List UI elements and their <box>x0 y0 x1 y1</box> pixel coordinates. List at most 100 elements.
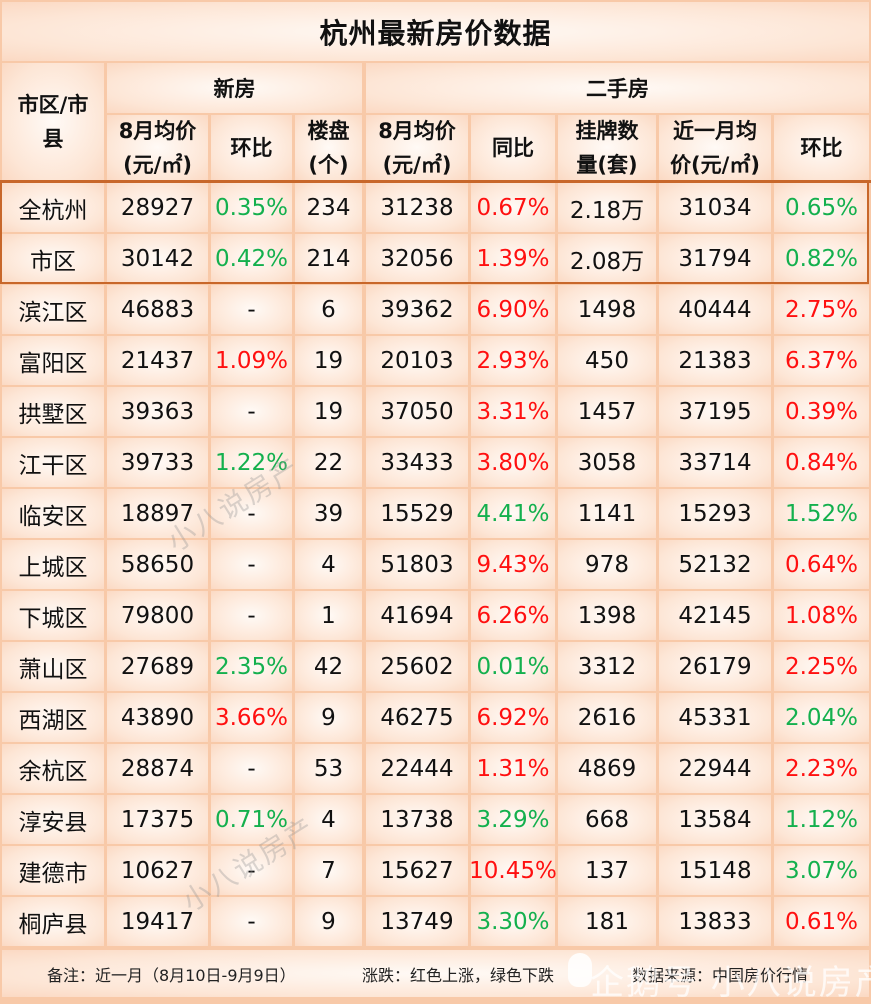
cell-sec-mom: 2.25% <box>774 642 869 691</box>
cell-new-mom: - <box>211 489 292 538</box>
cell-region: 建德市 <box>2 846 104 895</box>
cell-listings: 3312 <box>558 642 656 691</box>
cell-sec-yoy: 2.93% <box>471 336 555 385</box>
cell-projects: 1 <box>295 591 362 640</box>
cell-listings: 450 <box>558 336 656 385</box>
cell-region: 市区 <box>2 234 104 283</box>
header-group-new: 新房 <box>107 63 362 113</box>
header-line2: (元/㎡) <box>123 152 192 177</box>
header-new-price: 8月均价 (元/㎡) <box>107 115 208 180</box>
cell-sec-yoy: 0.67% <box>471 183 555 232</box>
cell-listings: 668 <box>558 795 656 844</box>
header-line2: (元/㎡) <box>382 152 452 177</box>
cell-sec-yoy: 3.80% <box>471 438 555 487</box>
cell-sec-yoy: 4.41% <box>471 489 555 538</box>
cell-new-mom: - <box>211 285 292 334</box>
cell-sec-month-price: 52132 <box>659 540 771 589</box>
cell-sec-month-price: 42145 <box>659 591 771 640</box>
cell-sec-price: 15529 <box>366 489 468 538</box>
footer-source: 数据来源：中国房价行情 <box>632 965 809 985</box>
cell-sec-month-price: 37195 <box>659 387 771 436</box>
cell-region: 滨江区 <box>2 285 104 334</box>
cell-new-mom: - <box>211 744 292 793</box>
cell-new-mom: - <box>211 897 292 946</box>
cell-projects: 4 <box>295 795 362 844</box>
cell-listings: 1457 <box>558 387 656 436</box>
header-new-mom: 环比 <box>211 115 292 180</box>
cell-sec-price: 20103 <box>366 336 468 385</box>
header-line1: 环比 <box>230 135 273 160</box>
cell-region: 富阳区 <box>2 336 104 385</box>
cell-new-price: 39363 <box>107 387 208 436</box>
header-region-line1: 市区/市 <box>17 92 89 117</box>
header-line1: 挂牌数 <box>575 118 639 143</box>
cell-sec-mom: 0.65% <box>774 183 869 232</box>
cell-sec-mom: 2.23% <box>774 744 869 793</box>
cell-listings: 1498 <box>558 285 656 334</box>
cell-projects: 42 <box>295 642 362 691</box>
cell-listings: 3058 <box>558 438 656 487</box>
cell-new-mom: 1.09% <box>211 336 292 385</box>
cell-new-mom: 3.66% <box>211 693 292 742</box>
table-title: 杭州最新房价数据 <box>2 2 869 61</box>
cell-sec-yoy: 6.90% <box>471 285 555 334</box>
cell-sec-month-price: 26179 <box>659 642 771 691</box>
cell-sec-price: 37050 <box>366 387 468 436</box>
cell-new-price: 46883 <box>107 285 208 334</box>
cell-new-mom: - <box>211 540 292 589</box>
cell-new-mom: - <box>211 387 292 436</box>
cell-sec-month-price: 22944 <box>659 744 771 793</box>
cell-sec-price: 31238 <box>366 183 468 232</box>
header-region-line2: 县 <box>42 126 64 151</box>
cell-new-mom: 0.35% <box>211 183 292 232</box>
cell-new-price: 43890 <box>107 693 208 742</box>
cell-projects: 6 <box>295 285 362 334</box>
cell-listings: 978 <box>558 540 656 589</box>
cell-new-mom: - <box>211 846 292 895</box>
cell-sec-mom: 6.37% <box>774 336 869 385</box>
cell-sec-price: 46275 <box>366 693 468 742</box>
cell-projects: 19 <box>295 336 362 385</box>
cell-sec-yoy: 1.39% <box>471 234 555 283</box>
header-line2: 量(套) <box>576 152 638 177</box>
cell-region: 临安区 <box>2 489 104 538</box>
header-line1: 近一月均 <box>673 118 757 143</box>
cell-projects: 4 <box>295 540 362 589</box>
cell-sec-price: 22444 <box>366 744 468 793</box>
cell-sec-mom: 2.75% <box>774 285 869 334</box>
cell-new-mom: 1.22% <box>211 438 292 487</box>
header-line1: 环比 <box>800 135 843 160</box>
cell-sec-price: 13738 <box>366 795 468 844</box>
header-line2: 价(元/㎡) <box>670 152 760 177</box>
cell-region: 桐庐县 <box>2 897 104 946</box>
header-line2: (个) <box>308 152 349 177</box>
cell-listings: 2.18万 <box>558 183 656 232</box>
cell-sec-yoy: 10.45% <box>469 846 557 895</box>
cell-region: 下城区 <box>2 591 104 640</box>
header-region: 市区/市 县 <box>2 63 104 180</box>
cell-new-price: 39733 <box>107 438 208 487</box>
cell-sec-mom: 2.04% <box>774 693 869 742</box>
cell-sec-price: 13749 <box>366 897 468 946</box>
cell-sec-yoy: 6.26% <box>471 591 555 640</box>
header-line1: 同比 <box>492 135 534 160</box>
cell-listings: 1398 <box>558 591 656 640</box>
cell-new-price: 17375 <box>107 795 208 844</box>
cell-sec-yoy: 3.30% <box>471 897 555 946</box>
cell-new-mom: 0.42% <box>211 234 292 283</box>
cell-sec-mom: 0.39% <box>774 387 869 436</box>
cell-listings: 181 <box>558 897 656 946</box>
cell-sec-mom: 3.07% <box>774 846 869 895</box>
cell-sec-month-price: 13584 <box>659 795 771 844</box>
cell-sec-price: 15627 <box>366 846 468 895</box>
cell-sec-yoy: 3.31% <box>471 387 555 436</box>
cell-sec-mom: 0.82% <box>774 234 869 283</box>
cell-new-price: 18897 <box>107 489 208 538</box>
cell-sec-month-price: 21383 <box>659 336 771 385</box>
cell-projects: 214 <box>295 234 362 283</box>
cell-new-price: 27689 <box>107 642 208 691</box>
cell-projects: 22 <box>295 438 362 487</box>
cell-sec-yoy: 3.29% <box>471 795 555 844</box>
cell-projects: 7 <box>295 846 362 895</box>
